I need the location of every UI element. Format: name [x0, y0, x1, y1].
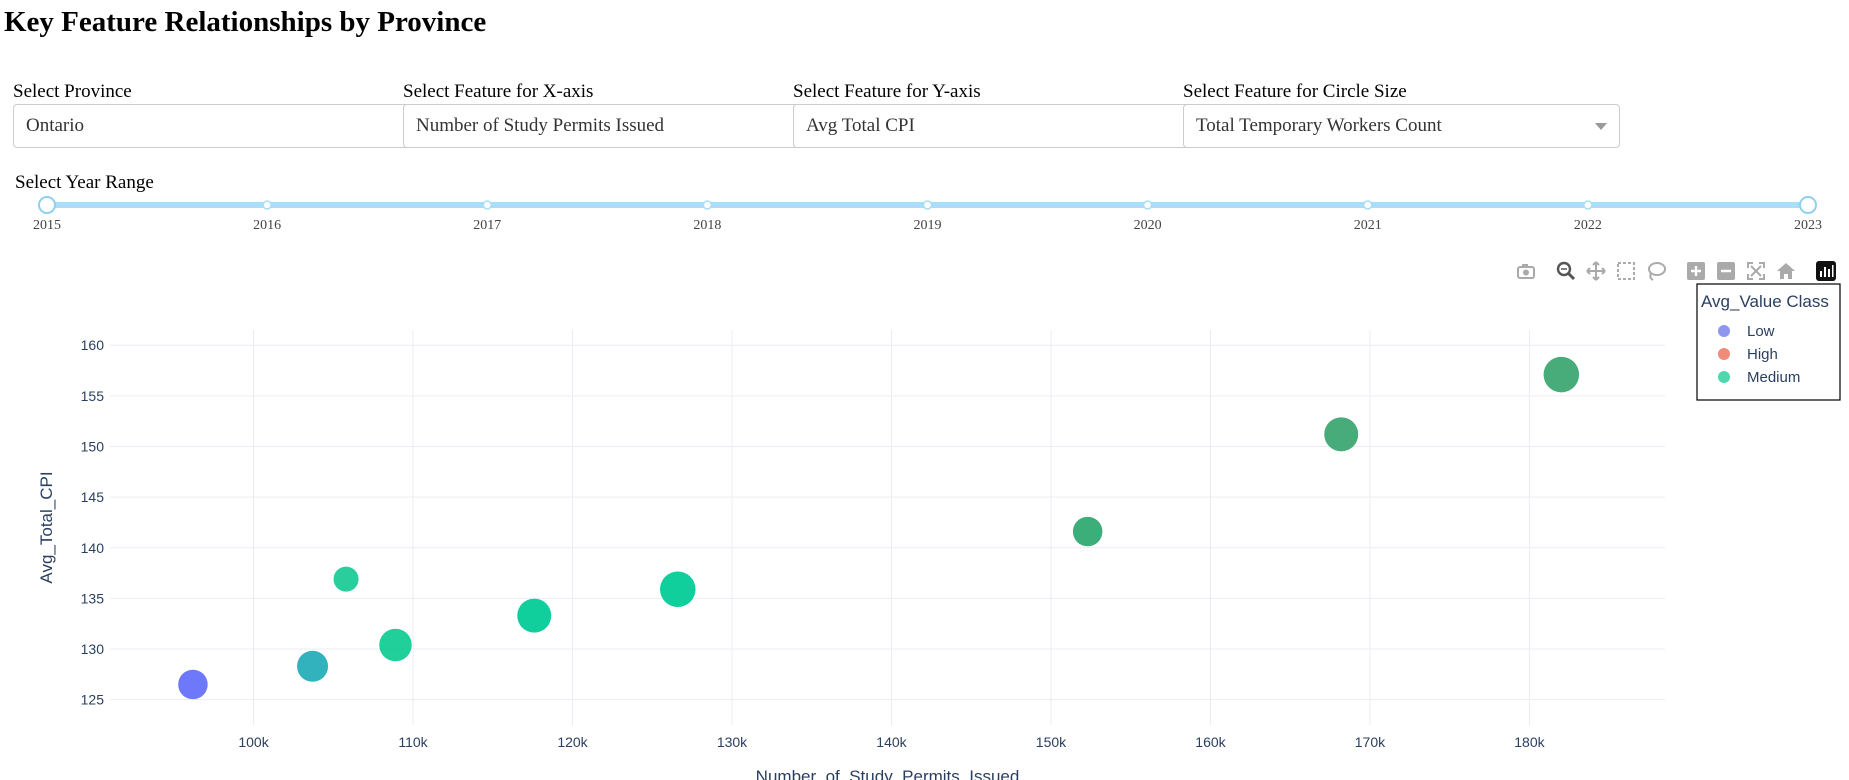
year-range-label: Select Year Range [15, 172, 154, 193]
slider-mark-label: 2019 [914, 218, 942, 233]
scatter-point[interactable] [1323, 416, 1359, 452]
x-feature-label: Select Feature for X-axis [403, 81, 594, 102]
scatter-point[interactable] [177, 669, 209, 700]
autoscale-icon[interactable] [1745, 260, 1769, 284]
size-feature-control: Select Feature for Circle Size Total Tem… [1183, 80, 1620, 148]
y-tick-label: 160 [81, 337, 105, 353]
chevron-down-icon[interactable] [1595, 123, 1607, 130]
y-feature-label: Select Feature for Y-axis [793, 81, 981, 102]
box-select-icon[interactable] [1615, 260, 1639, 284]
reset-icon[interactable] [1775, 260, 1799, 284]
slider-mark-dot [262, 200, 272, 210]
x-tick-label: 160k [1195, 734, 1226, 750]
y-tick-label: 150 [81, 438, 105, 454]
x-feature-control: Select Feature for X-axis Number of Stud… [403, 80, 840, 148]
slider-mark-dot [482, 200, 492, 210]
pan-icon[interactable] [1585, 260, 1609, 284]
slider-handle[interactable] [38, 196, 56, 214]
y-tick-label: 145 [81, 489, 105, 505]
slider-mark-dot [1583, 200, 1593, 210]
province-dropdown[interactable]: Ontario [13, 104, 450, 148]
slider-handle[interactable] [1799, 196, 1817, 214]
legend-entry-label[interactable]: Low [1747, 323, 1775, 340]
slider-mark-label: 2020 [1134, 218, 1162, 233]
slider-mark-label: 2016 [253, 218, 281, 233]
province-value: Ontario [26, 115, 85, 136]
y-feature-control: Select Feature for Y-axis Avg Total CPI [793, 80, 1230, 148]
scatter-point[interactable] [516, 598, 552, 634]
size-feature-dropdown[interactable]: Total Temporary Workers Count [1183, 104, 1620, 148]
scatter-point[interactable] [378, 628, 413, 662]
slider-mark-label: 2023 [1794, 218, 1822, 233]
slider-mark-dot [1363, 200, 1373, 210]
y-axis-title: Avg_Total_CPI [37, 471, 56, 583]
slider-mark-label: 2022 [1574, 218, 1602, 233]
legend-marker[interactable] [1718, 371, 1730, 383]
x-tick-label: 130k [717, 734, 748, 750]
slider-mark-label: 2017 [473, 218, 501, 233]
x-tick-label: 100k [238, 734, 269, 750]
size-feature-label: Select Feature for Circle Size [1183, 81, 1407, 102]
province-label: Select Province [13, 81, 132, 102]
y-tick-label: 135 [81, 590, 105, 606]
x-feature-value: Number of Study Permits Issued [416, 115, 665, 136]
y-tick-label: 130 [81, 641, 105, 657]
slider-mark-label: 2018 [693, 218, 721, 233]
legend-marker[interactable] [1718, 348, 1730, 360]
x-tick-label: 170k [1355, 734, 1386, 750]
y-feature-value: Avg Total CPI [806, 115, 915, 136]
scatter-point[interactable] [296, 650, 329, 683]
x-tick-label: 150k [1036, 734, 1067, 750]
legend-marker[interactable] [1718, 325, 1730, 337]
x-axis-title: Number_of_Study_Permits_Issued [756, 767, 1020, 780]
size-feature-value: Total Temporary Workers Count [1196, 115, 1442, 136]
y-tick-label: 125 [81, 692, 105, 708]
slider-mark-dot [1142, 200, 1153, 210]
scatter-point[interactable] [333, 566, 360, 593]
zoom-icon[interactable] [1555, 260, 1579, 284]
scatter-point[interactable] [659, 571, 697, 608]
legend-entry-label[interactable]: Medium [1747, 369, 1800, 386]
slider-mark-dot [702, 200, 713, 210]
plotly-logo-icon[interactable] [1815, 260, 1839, 284]
zoom-in-icon[interactable] [1685, 260, 1709, 284]
lasso-icon[interactable] [1645, 260, 1669, 284]
x-tick-label: 110k [398, 734, 428, 750]
y-tick-label: 140 [81, 540, 105, 556]
x-tick-label: 140k [876, 734, 907, 750]
legend-title: Avg_Value Class [1701, 292, 1829, 311]
slider-mark-label: 2015 [33, 218, 61, 233]
camera-icon[interactable] [1515, 260, 1539, 284]
legend-entry-label[interactable]: High [1747, 346, 1778, 363]
y-tick-label: 155 [81, 388, 105, 404]
x-tick-label: 120k [557, 734, 588, 750]
scatter-point[interactable] [1072, 516, 1103, 547]
slider-mark-label: 2021 [1354, 218, 1382, 233]
x-feature-dropdown[interactable]: Number of Study Permits Issued [403, 104, 840, 148]
page-title: Key Feature Relationships by Province [4, 6, 487, 38]
year-range-slider[interactable]: 2015 2016 2017 2018 2019 2020 2021 2022 2023 [0, 190, 1849, 236]
province-control: Select Province Ontario [13, 80, 450, 148]
modebar [1515, 260, 1839, 286]
scatter-point[interactable] [1543, 356, 1580, 393]
x-tick-label: 180k [1514, 734, 1545, 750]
zoom-out-icon[interactable] [1715, 260, 1739, 284]
y-feature-dropdown[interactable]: Avg Total CPI [793, 104, 1230, 148]
scatter-chart: 100k 110k 120k 130k 140k 150k 160k 170k 180k 125 1… [37, 283, 1841, 780]
slider-mark-dot [922, 200, 933, 210]
